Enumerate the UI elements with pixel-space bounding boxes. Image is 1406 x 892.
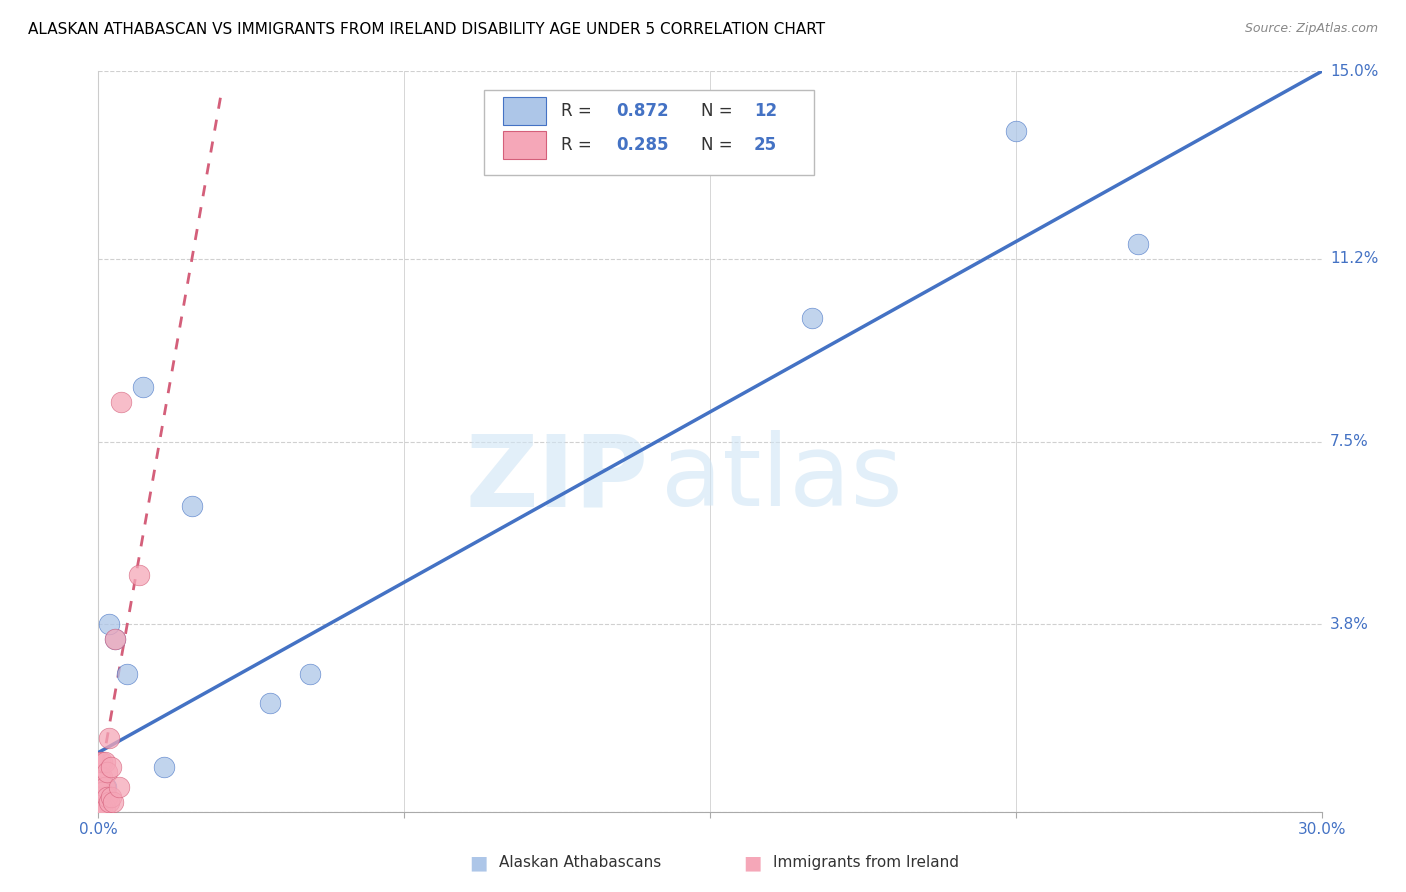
Point	[90, 799, 112, 814]
Text: 7.5%: 7.5%	[1330, 434, 1368, 449]
Text: N =: N =	[702, 136, 738, 154]
Point	[132, 380, 155, 394]
Text: 11.2%: 11.2%	[1330, 252, 1378, 267]
Point	[90, 785, 112, 799]
Text: R =: R =	[561, 102, 596, 120]
Text: 0.872: 0.872	[616, 102, 668, 120]
Point	[91, 799, 114, 814]
Point	[110, 395, 132, 409]
Point	[128, 567, 150, 582]
Text: Alaskan Athabascans: Alaskan Athabascans	[499, 855, 661, 870]
Text: 3.8%: 3.8%	[1330, 616, 1369, 632]
Point	[101, 795, 124, 809]
Point	[90, 770, 112, 784]
Point	[299, 666, 322, 681]
Point	[89, 799, 111, 814]
Text: 12: 12	[754, 102, 778, 120]
Point	[181, 499, 204, 513]
Bar	[503, 131, 546, 160]
Bar	[503, 96, 546, 125]
Point	[93, 756, 115, 770]
Point	[100, 760, 122, 774]
Point	[94, 780, 117, 794]
Point	[93, 799, 115, 814]
Point	[89, 770, 111, 784]
Point	[97, 617, 120, 632]
Text: ■: ■	[742, 853, 762, 872]
Point	[108, 780, 131, 794]
Point	[104, 632, 127, 646]
Text: Source: ZipAtlas.com: Source: ZipAtlas.com	[1244, 22, 1378, 36]
Point	[104, 632, 127, 646]
Point	[1004, 123, 1026, 137]
Point	[1128, 237, 1150, 252]
Bar	[484, 90, 814, 175]
Text: ALASKAN ATHABASCAN VS IMMIGRANTS FROM IRELAND DISABILITY AGE UNDER 5 CORRELATION: ALASKAN ATHABASCAN VS IMMIGRANTS FROM IR…	[28, 22, 825, 37]
Point	[259, 696, 281, 710]
Point	[96, 765, 118, 780]
Point	[100, 789, 122, 804]
Text: R =: R =	[561, 136, 596, 154]
Point	[89, 789, 111, 804]
Text: atlas: atlas	[661, 430, 903, 527]
Text: 25: 25	[754, 136, 778, 154]
Point	[91, 756, 114, 770]
Point	[93, 780, 115, 794]
Text: 15.0%: 15.0%	[1330, 64, 1378, 78]
Point	[801, 311, 824, 326]
Text: ■: ■	[468, 853, 488, 872]
Point	[115, 666, 138, 681]
Point	[89, 780, 111, 794]
Point	[89, 756, 111, 770]
Point	[96, 789, 118, 804]
Point	[97, 795, 120, 809]
Point	[152, 760, 174, 774]
Point	[91, 785, 114, 799]
Text: Immigrants from Ireland: Immigrants from Ireland	[773, 855, 959, 870]
Text: ZIP: ZIP	[465, 430, 648, 527]
Text: 0.285: 0.285	[616, 136, 668, 154]
Point	[97, 731, 120, 745]
Text: N =: N =	[702, 102, 738, 120]
